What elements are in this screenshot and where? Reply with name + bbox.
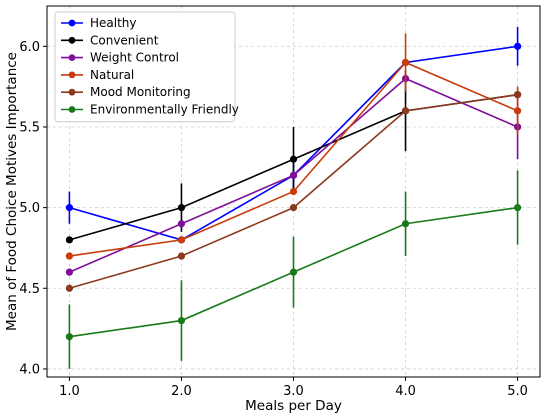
y-tick-label: 4.0: [19, 362, 40, 377]
legend-label: Environmentally Friendly: [90, 103, 239, 117]
data-point: [513, 91, 522, 99]
y-tick-label: 5.5: [19, 120, 40, 135]
y-tick-label: 6.0: [19, 40, 40, 55]
data-point: [177, 204, 186, 212]
data-point: [65, 284, 74, 292]
series-natural: [65, 33, 522, 260]
data-point: [401, 58, 410, 67]
data-point: [289, 187, 298, 196]
data-point: [289, 155, 298, 163]
data-point: [65, 204, 74, 212]
legend-swatch-marker: [68, 106, 76, 113]
data-point: [513, 42, 522, 50]
data-point: [177, 252, 186, 260]
data-point: [177, 316, 186, 325]
data-point: [65, 333, 74, 341]
data-point: [65, 268, 74, 276]
y-tick-label: 4.5: [19, 282, 40, 297]
data-point: [177, 220, 186, 228]
data-point: [513, 204, 522, 212]
data-point: [513, 107, 522, 115]
data-point: [289, 268, 298, 276]
legend-label: Mood Monitoring: [90, 85, 191, 99]
legend-label: Weight Control: [90, 51, 179, 65]
y-tick-label: 5.0: [19, 201, 40, 216]
data-point: [289, 171, 298, 179]
legend-box: [54, 11, 236, 123]
legend-swatch-marker: [68, 54, 76, 61]
x-tick-label: 3.0: [283, 384, 304, 399]
data-point: [401, 107, 410, 115]
data-point: [65, 252, 74, 260]
x-tick-label: 5.0: [507, 384, 528, 399]
legend-swatch-marker: [68, 71, 76, 79]
data-point: [65, 236, 74, 244]
x-tick-label: 2.0: [171, 384, 192, 399]
data-point: [289, 204, 298, 212]
series-layer: [65, 26, 522, 369]
legend-label: Healthy: [90, 16, 137, 30]
y-axis-label: Mean of Food Choice Motives Importance: [4, 52, 20, 331]
x-axis-label: Meals per Day: [245, 398, 342, 414]
legend-swatch-marker: [68, 88, 76, 96]
legend-label: Convenient: [90, 33, 159, 47]
legend-swatch-marker: [68, 36, 76, 44]
x-tick-label: 1.0: [59, 384, 80, 399]
legend: Healthy Convenient Weight Control Natural Mo…: [54, 11, 239, 123]
legend-label: Natural: [90, 68, 134, 82]
series-mood-monitoring: [65, 91, 522, 292]
axes: 1.0 2.0 3.0 4.0 5.0 4.0 4.5 5.0 5.5 6.0: [19, 40, 528, 399]
data-point: [177, 236, 186, 244]
x-tick-label: 4.0: [395, 384, 416, 399]
legend-swatch-marker: [68, 19, 76, 27]
series-environmentally-friendly: [65, 170, 522, 369]
data-point: [401, 220, 410, 228]
